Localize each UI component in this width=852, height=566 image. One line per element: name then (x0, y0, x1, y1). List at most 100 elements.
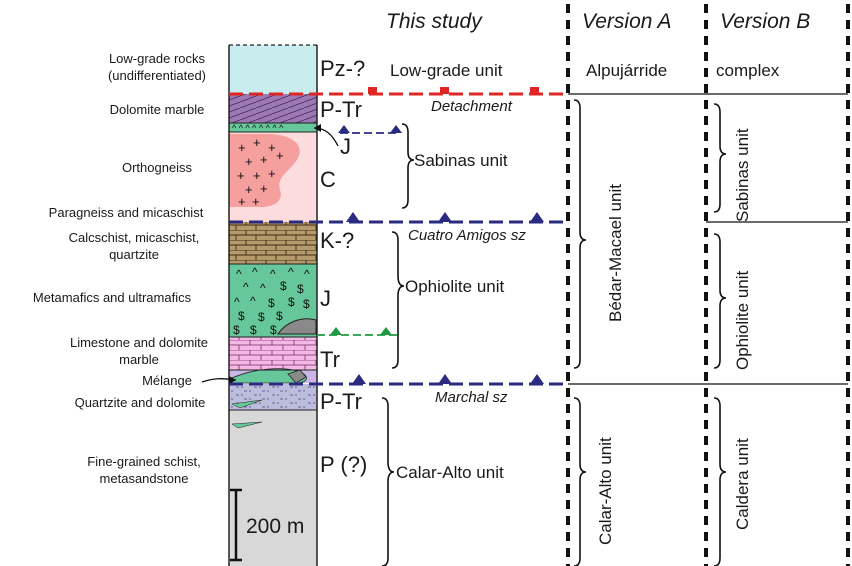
brace-calar-alto (381, 397, 395, 566)
svg-text:+: + (245, 182, 253, 197)
unit-sabinas: Sabinas unit (414, 151, 508, 170)
melange-pointer-arrow (201, 376, 237, 384)
label-detachment: Detachment (431, 98, 513, 115)
minor-thrust-ophiolite (317, 327, 400, 336)
age-j-upper: J (340, 134, 351, 159)
units-this-study: Low-grade unit Sabinas unit Ophiolite un… (390, 61, 508, 482)
braces-this-study (381, 123, 415, 566)
svg-text:$: $ (288, 295, 295, 309)
melange-block (287, 369, 307, 384)
svg-text:$: $ (238, 309, 245, 323)
lith-quartzite-dolomite: Quartzite and dolomite (75, 395, 206, 410)
version-b-caldera: Caldera unit (733, 438, 752, 530)
svg-text:^: ^ (304, 267, 310, 281)
brace-calar-alto-a (573, 397, 587, 566)
svg-text:^: ^ (234, 295, 240, 309)
svg-text:+: + (253, 135, 261, 150)
jurassic-pointer-arrow (313, 124, 339, 147)
lith-limestone-line2: marble (119, 352, 159, 367)
schist-green-lens (231, 421, 263, 429)
version-a-bedar-macael: Bédar-Macael unit (606, 184, 625, 322)
orthogneiss-body (229, 134, 300, 207)
version-a-column: Alpujárride Bédar-Macael unit Calar-Alto… (568, 61, 706, 566)
quartzite-green-lens (231, 399, 263, 409)
marchal-contact (229, 374, 568, 386)
svg-text:$: $ (233, 323, 240, 337)
unit-calar-alto: Calar-Alto unit (396, 463, 504, 482)
unit-ophiolite: Ophiolite unit (405, 277, 505, 296)
header-version-a: Version A (582, 10, 672, 33)
lith-limestone-line1: Limestone and dolomite (70, 335, 208, 350)
brace-ophiolite-b (713, 233, 727, 369)
layer-jurassic-thin (229, 123, 317, 132)
svg-text:+: + (238, 194, 246, 209)
svg-text:+: + (237, 168, 245, 183)
brace-bedar-macael (573, 99, 587, 369)
unit-low-grade: Low-grade unit (390, 61, 503, 80)
age-labels: Pz-? P-Tr J C K-? J Tr P-Tr P (?) (320, 56, 367, 477)
svg-text:^: ^ (243, 280, 249, 294)
layer-low-grade-rocks (229, 45, 317, 94)
version-a-calar-alto: Calar-Alto unit (596, 437, 615, 545)
lith-schist-line2: metasandstone (100, 471, 189, 486)
svg-text:^: ^ (270, 267, 276, 281)
layer-limestone (229, 337, 317, 370)
lith-orthogneiss: Orthogneiss (122, 160, 193, 175)
svg-text:^: ^ (288, 265, 294, 279)
lith-dolomite-marble: Dolomite marble (110, 102, 205, 117)
version-a-alpujarride: Alpujárride (586, 61, 667, 80)
svg-text:+: + (252, 194, 260, 209)
minor-thrust-sabinas (338, 125, 402, 134)
age-k: K-? (320, 228, 354, 253)
svg-text:+: + (253, 168, 261, 183)
age-p-tr-upper: P-Tr (320, 97, 362, 122)
layer-fine-grained-schist (229, 410, 317, 566)
svg-text:$: $ (270, 323, 277, 337)
svg-text:+: + (260, 181, 268, 196)
svg-text:^ ^ ^ ^ ^ ^ ^ ^: ^ ^ ^ ^ ^ ^ ^ ^ (232, 123, 284, 133)
age-j-lower: J (320, 286, 331, 311)
svg-text:$: $ (258, 310, 265, 324)
lith-calcschist-line1: Calcschist, micaschist, (69, 230, 200, 245)
age-c: C (320, 167, 336, 192)
version-b-column: complex Sabinas unit Ophiolite unit Cald… (706, 61, 848, 566)
lith-melange: Mélange (142, 373, 192, 388)
svg-text:$: $ (268, 296, 275, 310)
age-p: P (?) (320, 452, 367, 477)
layer-calcschist (229, 222, 317, 264)
age-tr: Tr (320, 347, 340, 372)
svg-text:+: + (268, 166, 276, 181)
svg-text:+: + (276, 148, 284, 163)
age-pz: Pz-? (320, 56, 365, 81)
brace-sabinas-b (713, 103, 727, 213)
label-cuatro-amigos: Cuatro Amigos sz (408, 227, 526, 244)
svg-text:+: + (245, 154, 253, 169)
detachment-contact (229, 87, 568, 96)
layer-boundaries (229, 122, 317, 411)
svg-text:+: + (268, 140, 276, 155)
brace-sabinas (401, 123, 415, 209)
svg-text:^: ^ (260, 281, 266, 295)
age-p-tr-lower: P-Tr (320, 389, 362, 414)
svg-text:$: $ (276, 309, 283, 323)
svg-text:$: $ (250, 323, 257, 337)
lith-schist-line1: Fine-grained schist, (87, 454, 200, 469)
version-b-ophiolite: Ophiolite unit (733, 270, 752, 370)
brace-ophiolite (391, 231, 405, 369)
scale-bar: 200 m (230, 488, 304, 562)
lith-paragneiss: Paragneiss and micaschist (49, 205, 204, 220)
metamafics-lens (277, 318, 317, 335)
stratigraphic-column: ^ ^ ^ ^ ^ ^ ^ ^ + + + + + + + + + + + + + ^ ^ ^ ^ ^ … (228, 44, 318, 566)
lithology-labels: Low-grade rocks (undifferentiated) Dolom… (33, 51, 208, 486)
header-this-study: This study (386, 10, 483, 33)
svg-text:+: + (260, 152, 268, 167)
lith-calcschist-line2: quartzite (109, 247, 159, 262)
metamafics-symbols: ^ ^ ^ ^ ^ ^ ^ $ $ ^ ^ $ $ $ $ $ $ $ $ $ (233, 265, 310, 337)
layer-dolomite-marble (229, 94, 317, 123)
version-b-complex: complex (716, 61, 780, 80)
lith-metamafics: Metamafics and ultramafics (33, 290, 192, 305)
svg-text:+: + (238, 140, 246, 155)
cuatro-amigos-contact (229, 212, 568, 224)
svg-text:$: $ (297, 282, 304, 296)
